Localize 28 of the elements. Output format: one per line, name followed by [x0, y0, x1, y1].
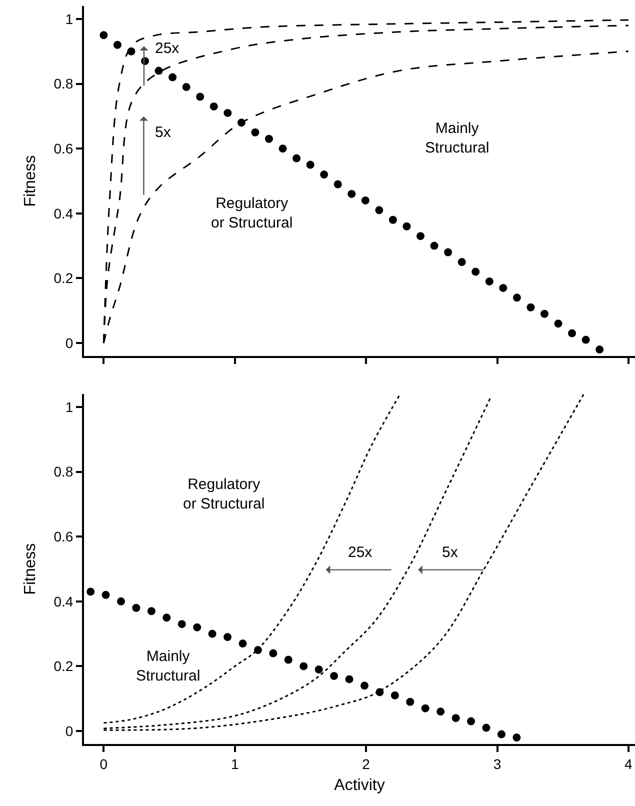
- y-tick-label: 0.6: [54, 140, 74, 156]
- y-axis-title: Fitness: [22, 155, 40, 207]
- y-tick-label: 0.2: [54, 270, 74, 286]
- y-tick-label: 0.4: [54, 205, 74, 222]
- y-axis-title: Fitness: [22, 543, 40, 595]
- y-tick-label: 0: [65, 334, 74, 351]
- annotation: 25x: [348, 544, 373, 561]
- y-tick-label: 0.8: [54, 76, 74, 92]
- annotation: 5x: [155, 124, 172, 141]
- y-tick-label: 0.2: [54, 658, 74, 674]
- x-tick-label: 1: [230, 756, 239, 772]
- x-tick-label: 3: [493, 756, 502, 772]
- y-tick-label: 0.6: [54, 528, 74, 544]
- x-tick-label: 0: [100, 756, 108, 772]
- annotation: 25x: [155, 40, 180, 57]
- y-tick-label: 0.8: [54, 464, 74, 480]
- y-tick-label: 1: [65, 10, 74, 27]
- annotation: Mainly Structural: [136, 648, 200, 684]
- annotation: Regulatory or Structural: [211, 195, 293, 232]
- y-tick-label: 0.4: [54, 593, 74, 610]
- annotation: 5x: [442, 544, 458, 561]
- y-tick-label: 0: [65, 722, 74, 739]
- x-tick-label: 2: [362, 756, 370, 772]
- x-axis-title: Activity: [334, 777, 385, 794]
- annotation: Mainly Structural: [425, 120, 490, 156]
- annotation: Regulatory or Structural: [183, 476, 265, 512]
- x-tick-label: 4: [624, 756, 633, 772]
- y-tick-label: 1: [65, 398, 74, 415]
